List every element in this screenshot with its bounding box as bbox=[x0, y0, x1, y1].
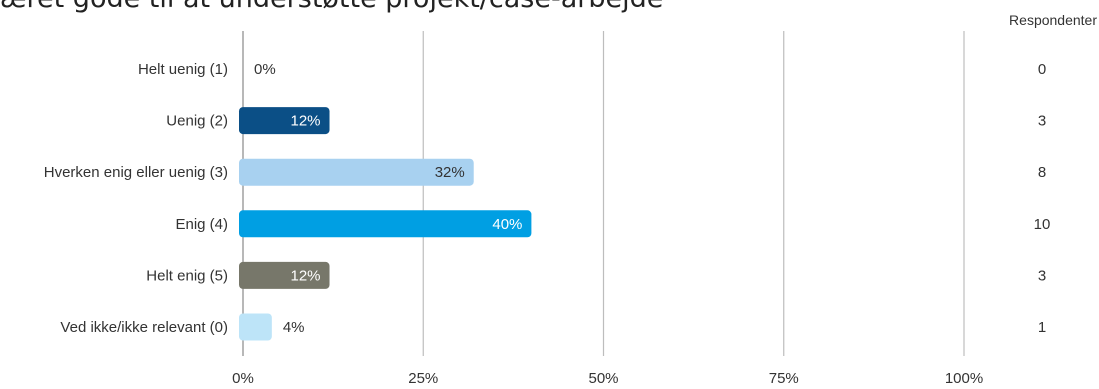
x-tick-label: 25% bbox=[408, 370, 438, 387]
respondent-count: 1 bbox=[1038, 319, 1046, 336]
chart-title: æret gode til at understøtte projekt/cas… bbox=[0, 0, 663, 14]
respondent-count: 3 bbox=[1038, 113, 1046, 130]
bar-value-label: 4% bbox=[283, 319, 305, 336]
respondent-count: 10 bbox=[1034, 216, 1051, 233]
bar-value-label: 32% bbox=[435, 164, 465, 181]
x-tick-labels: 0% 25% 50% 75% 100% bbox=[232, 370, 983, 387]
category-labels: Helt uenig (1) Uenig (2) Hverken enig elle… bbox=[44, 61, 228, 336]
bars bbox=[239, 107, 532, 341]
bar bbox=[239, 210, 532, 238]
respondent-count: 3 bbox=[1038, 267, 1046, 284]
category-label: Helt uenig (1) bbox=[138, 61, 228, 78]
category-label: Enig (4) bbox=[175, 216, 228, 233]
x-tick-label: 100% bbox=[945, 370, 983, 387]
respondent-count: 8 bbox=[1038, 164, 1046, 181]
respondent-counts: Respondenter 0 3 8 10 3 1 bbox=[1009, 12, 1097, 336]
x-tick-label: 75% bbox=[769, 370, 799, 387]
bar bbox=[239, 261, 330, 289]
bar-value-label: 12% bbox=[290, 267, 320, 284]
respondents-header: Respondenter bbox=[1009, 12, 1097, 28]
category-label: Uenig (2) bbox=[166, 113, 228, 130]
bar bbox=[239, 158, 474, 186]
category-label: Ved ikke/ikke relevant (0) bbox=[60, 319, 228, 336]
bar-value-label: 0% bbox=[254, 61, 276, 78]
bar-value-label: 40% bbox=[492, 216, 522, 233]
value-labels: 0% 12% 32% 40% 12% 4% bbox=[254, 61, 522, 336]
respondent-count: 0 bbox=[1038, 61, 1046, 78]
bar bbox=[239, 313, 272, 341]
gridlines bbox=[422, 31, 965, 356]
x-tick-label: 50% bbox=[588, 370, 618, 387]
bar-value-label: 12% bbox=[290, 113, 320, 130]
category-label: Helt enig (5) bbox=[146, 267, 228, 284]
category-label: Hverken enig eller uenig (3) bbox=[44, 164, 228, 181]
x-tick-label: 0% bbox=[232, 370, 254, 387]
bar bbox=[239, 107, 330, 135]
